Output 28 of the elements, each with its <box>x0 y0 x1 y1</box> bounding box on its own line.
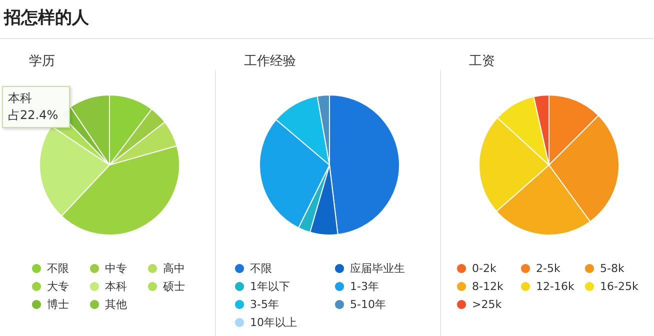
legend-label: 8-12k <box>472 280 504 293</box>
legend-label: 其他 <box>105 298 127 311</box>
text: 占22.4% <box>8 107 60 124</box>
legend-label: 博士 <box>47 298 69 311</box>
legend-label: 3-5年 <box>250 298 279 311</box>
legend-label: 10年以上 <box>250 316 297 329</box>
chart-title: 工资 <box>469 54 495 69</box>
legend-label: 中专 <box>105 262 127 275</box>
legend-label: 本科 <box>105 280 127 293</box>
legend-label: 2-5k <box>536 262 561 275</box>
legend-label: 不限 <box>47 262 69 275</box>
legend-label: 高中 <box>163 262 185 275</box>
legend-label: 1-3年 <box>350 280 379 293</box>
legend-label: >25k <box>472 298 502 311</box>
legend-label: 0-2k <box>472 262 497 275</box>
legend-label: 5-10年 <box>350 298 386 311</box>
text: 招怎样的人 <box>4 7 89 29</box>
chart-title: 工作经验 <box>244 54 296 69</box>
legend-label: 硕士 <box>162 280 185 293</box>
legend-label: 5-8k <box>600 262 625 275</box>
legend-label: 16-25k <box>600 280 639 293</box>
legend-label: 12-16k <box>536 280 575 293</box>
legend-label: 不限 <box>250 262 272 275</box>
text: 本科 <box>8 90 33 107</box>
legend-label: 1年以下 <box>250 280 290 293</box>
legend-label: 大专 <box>47 280 69 293</box>
chart-title: 学历 <box>29 54 55 69</box>
legend-label: 应届毕业生 <box>350 262 405 275</box>
